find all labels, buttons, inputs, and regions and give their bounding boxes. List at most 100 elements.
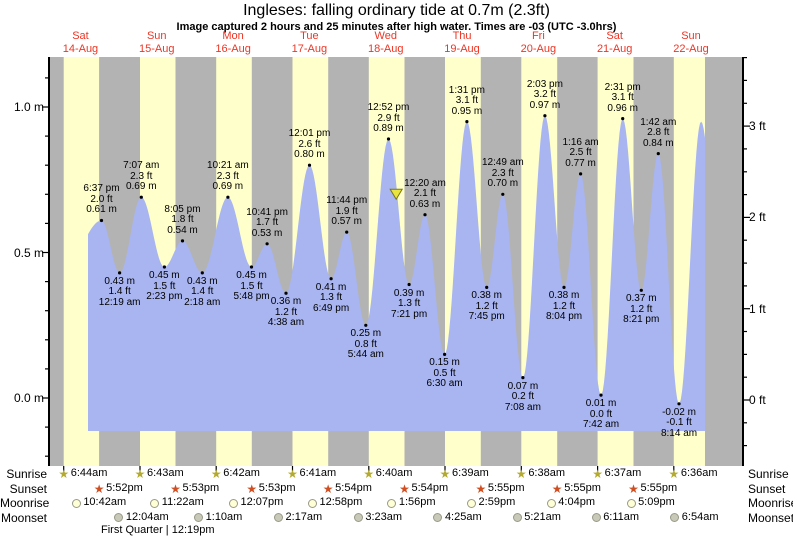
sunset-star-icon: ★: [322, 481, 334, 496]
sunset-star-icon: ★: [170, 481, 181, 496]
sunset-star-icon: ★: [628, 481, 639, 496]
tide-extreme-dot: [329, 277, 333, 281]
moonrise-circle-icon: [546, 498, 556, 508]
tide-high-annotation: 1:42 am 2.8 ft 0.84 m: [640, 116, 677, 149]
sunrise-star-icon: ★: [134, 467, 146, 481]
astro-row-label-left: Moonrise: [0, 496, 50, 510]
tide-low-annotation: 0.45 m 1.5 ft 2:23 pm: [146, 270, 183, 303]
tide-extreme-dot: [639, 288, 643, 292]
astro-event-time: 5:53pm: [182, 481, 220, 494]
tide-extreme-dot: [226, 195, 230, 199]
tide-high-annotation: 12:20 am 2.1 ft 0.63 m: [404, 177, 446, 210]
astro-event-time: 12:07pm: [240, 496, 284, 508]
tide-high-annotation: 10:41 pm 1.7 ft 0.53 m: [246, 206, 288, 239]
tide-curve: [88, 115, 705, 432]
astro-event-time: 3:23am: [365, 510, 403, 523]
astro-row-label-left: Sunrise: [6, 467, 47, 481]
now-marker-icon: [389, 188, 404, 201]
astro-event-time: 5:21am: [524, 510, 561, 523]
astro-event-time: 11:22am: [161, 496, 204, 508]
astro-event-time: 6:40am: [375, 467, 413, 479]
sunset-star-icon: ★: [399, 481, 410, 496]
tide-extreme-dot: [307, 163, 312, 167]
astro-row-label-left: Moonset: [0, 510, 47, 525]
tide-extreme-dot: [485, 285, 489, 289]
astro-event-time: 6:42am: [223, 467, 260, 479]
astro-event-time: 6:43am: [146, 467, 184, 479]
tide-extreme-dot: [99, 218, 104, 223]
tide-extreme-dot: [521, 376, 525, 380]
astro-event-time: 6:36am: [680, 467, 718, 479]
left-axis-label: 1.0 m: [13, 100, 44, 114]
moonrise-circle-icon: [71, 498, 81, 508]
astro-event-time: 5:09pm: [638, 496, 675, 508]
tide-extreme-dot: [599, 393, 603, 397]
astro-event-time: 5:53pm: [258, 481, 296, 494]
tide-low-annotation: 0.38 m 1.2 ft 7:45 pm: [468, 290, 505, 323]
astro-event-time: 5:54pm: [411, 481, 449, 494]
moonset-circle-icon: [670, 513, 680, 522]
tide-extreme-dot: [265, 242, 269, 246]
moonset-circle-icon: [433, 513, 443, 522]
sunset-star-icon: ★: [551, 481, 563, 496]
astro-event-time: 12:04am: [125, 510, 169, 523]
astro-event-time: 5:55pm: [564, 481, 601, 494]
day-label: Tue 17-Aug: [291, 30, 328, 55]
tide-high-annotation: 2:31 pm 3.1 ft 0.96 m: [604, 81, 641, 114]
moonrise-circle-icon: [387, 498, 397, 508]
tide-high-annotation: 1:31 pm 3.1 ft 0.95 m: [448, 84, 485, 117]
tide-extreme-dot: [501, 192, 505, 196]
tide-high-annotation: 12:01 pm 2.6 ft 0.80 m: [288, 128, 331, 161]
astro-event-time: 5:54pm: [335, 481, 372, 494]
tide-extreme-dot: [364, 323, 368, 327]
tide-low-annotation: 0.25 m 0.8 ft 5:44 am: [347, 328, 384, 361]
tide-low-annotation: 0.07 m 0.2 ft 7:08 am: [504, 380, 541, 413]
moonrise-circle-icon: [467, 498, 477, 508]
tide-low-annotation: 0.39 m 1.3 ft 7:21 pm: [391, 287, 428, 320]
tide-low-annotation: 0.41 m 1.3 ft 6:49 pm: [313, 281, 350, 314]
astro-event-time: 6:38am: [528, 467, 566, 479]
sunset-star-icon: ★: [246, 481, 258, 496]
day-label: Thu 19-Aug: [444, 30, 480, 55]
moonset-circle-icon: [274, 513, 284, 522]
tide-high-annotation: 7:07 am 2.3 ft 0.69 m: [123, 160, 160, 193]
sunset-star-icon: ★: [93, 481, 105, 496]
tide-high-annotation: 12:49 am 2.3 ft 0.70 m: [481, 157, 524, 190]
tide-extreme-dot: [200, 271, 204, 275]
moonrise-circle-icon: [307, 498, 317, 508]
moonrise-circle-icon: [150, 498, 160, 508]
astro-event-time: 1:10am: [205, 510, 243, 523]
moonset-circle-icon: [512, 513, 522, 522]
tide-low-annotation: 0.37 m 1.2 ft 8:21 pm: [623, 293, 660, 326]
tide-high-annotation: 6:37 pm 2.0 ft 0.61 m: [83, 183, 120, 216]
tide-extreme-dot: [677, 402, 681, 406]
tide-high-annotation: 1:16 am 2.5 ft 0.77 m: [562, 136, 599, 169]
right-axis-label: 0 ft: [749, 393, 766, 407]
sunrise-star-icon: ★: [363, 467, 375, 481]
left-axis-label: 0.5 m: [13, 245, 44, 260]
astro-event-time: 2:59pm: [478, 496, 516, 508]
moonrise-circle-icon: [228, 498, 238, 508]
tide-extreme-dot: [543, 114, 547, 118]
astro-event-time: 5:52pm: [106, 481, 143, 494]
astro-event-time: 4:25am: [444, 510, 482, 523]
left-axis-label: 0.0 m: [13, 391, 44, 405]
moonset-circle-icon: [114, 513, 124, 522]
tide-high-annotation: 11:44 pm 1.9 ft 0.57 m: [326, 195, 368, 228]
astro-event-time: 2:17am: [285, 510, 323, 523]
tide-extreme-dot: [284, 291, 288, 295]
day-label: Sat 21-Aug: [596, 30, 633, 55]
tide-extreme-dot: [139, 195, 143, 199]
astro-row-label-left: Sunset: [9, 481, 47, 496]
sunset-star-icon: ★: [475, 481, 487, 496]
tide-extreme-dot: [249, 265, 254, 269]
tide-high-annotation: 8:05 pm 1.8 ft 0.54 m: [164, 203, 201, 236]
astro-event-time: 6:11am: [603, 510, 640, 523]
day-label: Wed 18-Aug: [367, 30, 404, 55]
tide-extreme-dot: [345, 230, 349, 234]
moonset-circle-icon: [194, 513, 204, 522]
sunrise-star-icon: ★: [668, 467, 680, 481]
